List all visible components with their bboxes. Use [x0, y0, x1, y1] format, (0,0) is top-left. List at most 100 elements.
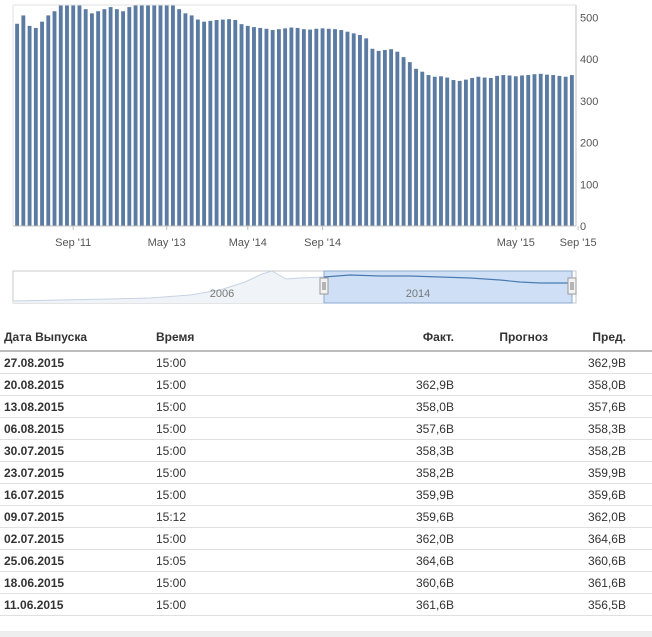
bar[interactable]	[414, 68, 418, 226]
bar[interactable]	[376, 50, 381, 227]
bar[interactable]	[382, 50, 387, 226]
bar[interactable]	[239, 24, 244, 227]
bar[interactable]	[264, 28, 269, 226]
bar[interactable]	[96, 11, 101, 226]
header-time[interactable]: Время	[156, 324, 306, 352]
bar[interactable]	[320, 28, 325, 226]
bar[interactable]	[65, 5, 69, 226]
bar[interactable]	[333, 29, 337, 227]
bar[interactable]	[457, 80, 462, 226]
bar[interactable]	[252, 27, 256, 226]
bar[interactable]	[89, 13, 94, 227]
bar[interactable]	[83, 9, 88, 227]
bar[interactable]	[52, 11, 57, 226]
bar[interactable]	[270, 30, 275, 226]
navigator-selected-range[interactable]	[323, 270, 573, 304]
bar[interactable]	[370, 48, 375, 226]
bar[interactable]	[445, 77, 450, 226]
bar[interactable]	[557, 75, 562, 226]
bar[interactable]	[339, 30, 344, 226]
bar[interactable]	[364, 38, 369, 226]
bar[interactable]	[301, 29, 306, 227]
bar[interactable]	[551, 75, 556, 226]
bar[interactable]	[233, 20, 238, 227]
bar[interactable]	[507, 75, 512, 226]
bar[interactable]	[245, 25, 250, 226]
header-actual[interactable]: Факт.	[306, 324, 454, 352]
bar[interactable]	[164, 5, 169, 226]
bar[interactable]	[495, 75, 500, 226]
bar[interactable]	[220, 19, 225, 227]
bar[interactable]	[58, 5, 63, 226]
bar[interactable]	[21, 15, 26, 227]
navigator-right-handle[interactable]	[567, 277, 577, 295]
bar[interactable]	[513, 76, 518, 226]
bar[interactable]	[463, 79, 468, 226]
bar[interactable]	[133, 5, 138, 226]
bar[interactable]	[102, 9, 107, 227]
bar[interactable]	[152, 5, 157, 226]
bar[interactable]	[526, 75, 531, 226]
bar[interactable]	[426, 75, 431, 226]
bar[interactable]	[358, 35, 362, 226]
bar[interactable]	[451, 80, 456, 226]
bar[interactable]	[77, 5, 82, 226]
bar[interactable]	[538, 73, 543, 226]
bar[interactable]	[520, 75, 524, 226]
bar[interactable]	[420, 71, 425, 226]
bar[interactable]	[27, 25, 32, 226]
bar[interactable]	[389, 49, 394, 227]
bar[interactable]	[569, 75, 574, 226]
navigator-label-2006: 2006	[210, 288, 234, 300]
bar[interactable]	[258, 27, 263, 227]
bar[interactable]	[171, 5, 175, 226]
bar[interactable]	[283, 28, 288, 226]
bar[interactable]	[33, 27, 38, 227]
bar[interactable]	[177, 9, 182, 227]
bar[interactable]	[214, 20, 219, 227]
bar[interactable]	[395, 51, 400, 227]
bar[interactable]	[289, 27, 294, 226]
bar[interactable]	[545, 74, 549, 226]
range-navigator[interactable]: 2006 2014	[0, 262, 652, 310]
bar[interactable]	[563, 76, 568, 226]
bar[interactable]	[189, 15, 194, 227]
bar[interactable]	[227, 19, 231, 227]
header-date[interactable]: Дата Выпуска	[0, 324, 156, 352]
bar[interactable]	[46, 15, 51, 227]
bar[interactable]	[114, 9, 119, 227]
bar[interactable]	[401, 57, 406, 227]
bar[interactable]	[351, 33, 356, 226]
bar[interactable]	[158, 5, 163, 226]
bar[interactable]	[532, 74, 537, 226]
header-previous[interactable]: Пред.	[548, 324, 652, 352]
bar[interactable]	[295, 27, 300, 227]
bar[interactable]	[407, 62, 412, 226]
bar[interactable]	[488, 77, 493, 226]
bar[interactable]	[108, 7, 113, 226]
bar[interactable]	[308, 29, 313, 226]
navigator-left-handle[interactable]	[319, 277, 329, 295]
bar[interactable]	[314, 28, 319, 226]
bar[interactable]	[208, 20, 213, 226]
bar[interactable]	[432, 76, 437, 226]
bar[interactable]	[195, 19, 200, 227]
bar[interactable]	[439, 76, 443, 226]
bar[interactable]	[40, 21, 44, 227]
bar[interactable]	[476, 76, 481, 226]
header-forecast[interactable]: Прогноз	[454, 324, 548, 352]
bar[interactable]	[121, 11, 126, 226]
bar[interactable]	[326, 28, 331, 226]
bar[interactable]	[276, 29, 281, 227]
bar[interactable]	[345, 31, 350, 226]
bar[interactable]	[482, 77, 487, 226]
bar[interactable]	[71, 5, 76, 226]
bar[interactable]	[127, 7, 132, 226]
bar[interactable]	[470, 77, 475, 226]
bar[interactable]	[183, 13, 188, 227]
bar[interactable]	[501, 75, 506, 226]
bar[interactable]	[139, 5, 144, 226]
bar[interactable]	[15, 23, 20, 227]
bar[interactable]	[202, 21, 207, 227]
bar[interactable]	[146, 5, 150, 226]
